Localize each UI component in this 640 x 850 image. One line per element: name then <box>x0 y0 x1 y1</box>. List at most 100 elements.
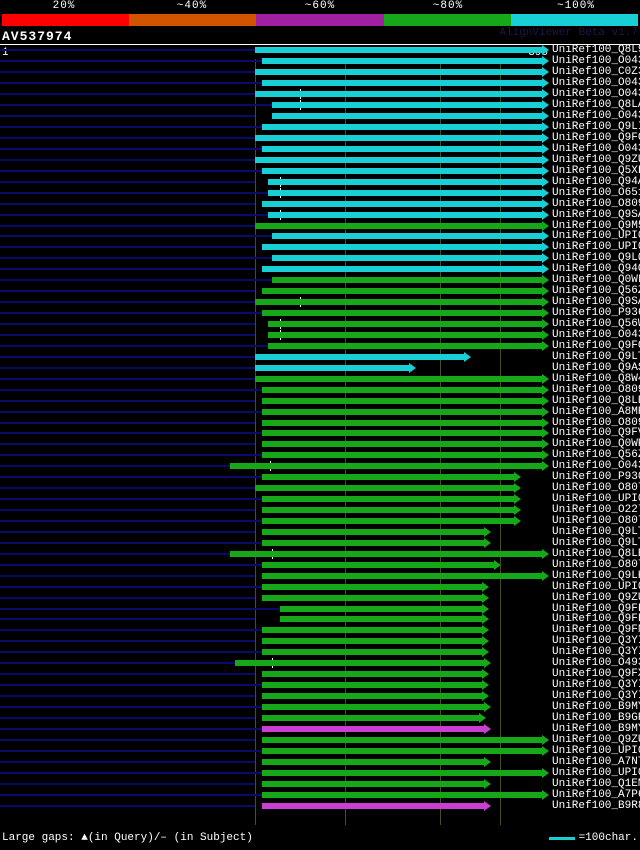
row-subject-bar[interactable] <box>262 562 494 568</box>
row-subject-bar[interactable] <box>262 507 514 513</box>
alignment-row[interactable]: UniRef100_O04314 <box>0 56 548 67</box>
row-subject-bar[interactable] <box>230 463 542 469</box>
alignment-row[interactable]: UniRef100_UPI000.. <box>0 767 548 778</box>
alignment-row[interactable]: UniRef100_P93658 <box>0 308 548 319</box>
alignment-row[interactable]: UniRef100_Q8W4Q6 <box>0 373 548 384</box>
row-subject-bar[interactable] <box>255 135 542 141</box>
alignment-row[interactable]: UniRef100_O22723 <box>0 505 548 516</box>
row-subject-bar[interactable] <box>262 398 542 404</box>
row-subject-bar[interactable] <box>262 748 542 754</box>
row-subject-bar[interactable] <box>262 540 484 546</box>
alignment-row[interactable]: UniRef100_Q9LQ31 <box>0 253 548 264</box>
row-subject-bar[interactable] <box>272 277 542 283</box>
row-subject-bar[interactable] <box>272 102 542 108</box>
row-subject-bar[interactable] <box>255 485 514 491</box>
alignment-row[interactable]: UniRef100_Q9FXH0 <box>0 669 548 680</box>
alignment-row[interactable]: UniRef100_UPI000.. <box>0 745 548 756</box>
row-subject-bar[interactable] <box>262 803 484 809</box>
alignment-row[interactable]: UniRef100_Q9LTA8 <box>0 526 548 537</box>
alignment-row[interactable]: UniRef100_B9MYG5 <box>0 702 548 713</box>
row-subject-bar[interactable] <box>262 288 542 294</box>
row-subject-bar[interactable] <box>262 759 484 765</box>
alignment-row[interactable]: UniRef100_Q8LBW1 <box>0 548 548 559</box>
row-subject-bar[interactable] <box>262 704 484 710</box>
alignment-row[interactable]: UniRef100_Q9ZU15 <box>0 592 548 603</box>
row-subject-bar[interactable] <box>262 80 542 86</box>
alignment-row[interactable]: UniRef100_Q9FGC4 <box>0 340 548 351</box>
alignment-row[interactable]: UniRef100_UPI000.. <box>0 581 548 592</box>
row-subject-bar[interactable] <box>262 168 542 174</box>
row-subject-bar[interactable] <box>262 496 514 502</box>
alignment-row[interactable]: UniRef100_Q9FNM2 <box>0 625 548 636</box>
alignment-row[interactable]: UniRef100_O04313 <box>0 78 548 89</box>
row-subject-bar[interactable] <box>268 332 542 338</box>
row-subject-bar[interactable] <box>262 201 542 207</box>
row-subject-bar[interactable] <box>230 551 542 557</box>
row-subject-bar[interactable] <box>255 354 464 360</box>
row-subject-bar[interactable] <box>262 409 542 415</box>
row-subject-bar[interactable] <box>262 737 542 743</box>
row-subject-bar[interactable] <box>272 113 542 119</box>
row-subject-bar[interactable] <box>262 430 542 436</box>
row-subject-bar[interactable] <box>262 146 542 152</box>
alignment-row[interactable]: UniRef100_O80948 <box>0 384 548 395</box>
alignment-row[interactable]: UniRef100_Q8L9J3 <box>0 45 548 56</box>
row-subject-bar[interactable] <box>235 660 484 666</box>
row-subject-bar[interactable] <box>280 616 482 622</box>
alignment-row[interactable]: UniRef100_Q9M5W9 <box>0 220 548 231</box>
row-subject-bar[interactable] <box>255 299 542 305</box>
row-subject-bar[interactable] <box>262 792 542 798</box>
row-subject-bar[interactable] <box>262 266 542 272</box>
row-subject-bar[interactable] <box>262 627 482 633</box>
alignment-row[interactable]: UniRef100_Q56Z10 <box>0 286 548 297</box>
row-subject-bar[interactable] <box>262 58 542 64</box>
alignment-row[interactable]: UniRef100_Q9ASP9 <box>0 362 548 373</box>
row-subject-bar[interactable] <box>255 157 542 163</box>
row-subject-bar[interactable] <box>255 47 542 53</box>
row-subject-bar[interactable] <box>255 223 542 229</box>
row-subject-bar[interactable] <box>262 529 484 535</box>
row-subject-bar[interactable] <box>262 693 482 699</box>
alignment-row[interactable]: UniRef100_B9R811 <box>0 800 548 811</box>
row-subject-bar[interactable] <box>262 682 482 688</box>
row-subject-bar[interactable] <box>262 452 542 458</box>
alignment-row[interactable]: UniRef100_Q9FVU5 <box>0 428 548 439</box>
row-subject-bar[interactable] <box>262 573 542 579</box>
row-subject-bar[interactable] <box>255 91 542 97</box>
row-subject-bar[interactable] <box>262 420 542 426</box>
alignment-row[interactable]: UniRef100_B9GRI6 <box>0 713 548 724</box>
alignment-row[interactable]: UniRef100_O80735 <box>0 559 548 570</box>
alignment-row[interactable]: UniRef100_A8MR44 <box>0 406 548 417</box>
alignment-row[interactable]: UniRef100_O80998 <box>0 198 548 209</box>
alignment-row[interactable]: UniRef100_B9MYG7 <box>0 723 548 734</box>
alignment-row[interactable]: UniRef100_Q9SAV1 <box>0 297 548 308</box>
alignment-row[interactable]: UniRef100_Q9ZU23 <box>0 734 548 745</box>
row-subject-bar[interactable] <box>280 606 482 612</box>
alignment-row[interactable]: UniRef100_Q8LBD2 <box>0 395 548 406</box>
row-subject-bar[interactable] <box>262 781 484 787</box>
alignment-row[interactable]: UniRef100_Q94OR1 <box>0 264 548 275</box>
row-sequence-label[interactable]: UniRef100_B9R811 <box>552 800 640 812</box>
alignment-row[interactable]: UniRef100_Q9FFW6 <box>0 614 548 625</box>
alignment-row[interactable]: UniRef100_Q3YIC1 <box>0 647 548 658</box>
alignment-row[interactable]: UniRef100_Q3YIB8 <box>0 691 548 702</box>
alignment-row[interactable]: UniRef100_Q9LTY2 <box>0 351 548 362</box>
row-subject-bar[interactable] <box>268 212 542 218</box>
row-subject-bar[interactable] <box>262 441 542 447</box>
alignment-row[interactable]: UniRef100_O80950 <box>0 417 548 428</box>
alignment-row[interactable]: UniRef100_O80736 <box>0 516 548 527</box>
alignment-row[interactable]: UniRef100_C0Z392 <box>0 67 548 78</box>
alignment-row[interactable]: UniRef100_Q56Z22 <box>0 450 548 461</box>
alignment-row[interactable]: UniRef100_Q9LIF8 <box>0 122 548 133</box>
alignment-row[interactable]: UniRef100_Q1EMP9 <box>0 778 548 789</box>
row-subject-bar[interactable] <box>262 474 514 480</box>
alignment-row[interactable]: UniRef100_Q9FGC5 <box>0 133 548 144</box>
row-subject-bar[interactable] <box>262 124 542 130</box>
alignment-row[interactable]: UniRef100_Q3YID0 <box>0 680 548 691</box>
alignment-row[interactable]: UniRef100_UPI000.. <box>0 242 548 253</box>
row-subject-bar[interactable] <box>262 726 484 732</box>
row-subject-bar[interactable] <box>262 770 542 776</box>
row-subject-bar[interactable] <box>268 343 542 349</box>
alignment-row[interactable]: UniRef100_Q9LKR6 <box>0 570 548 581</box>
alignment-row[interactable]: UniRef100_Q9LTA7 <box>0 537 548 548</box>
